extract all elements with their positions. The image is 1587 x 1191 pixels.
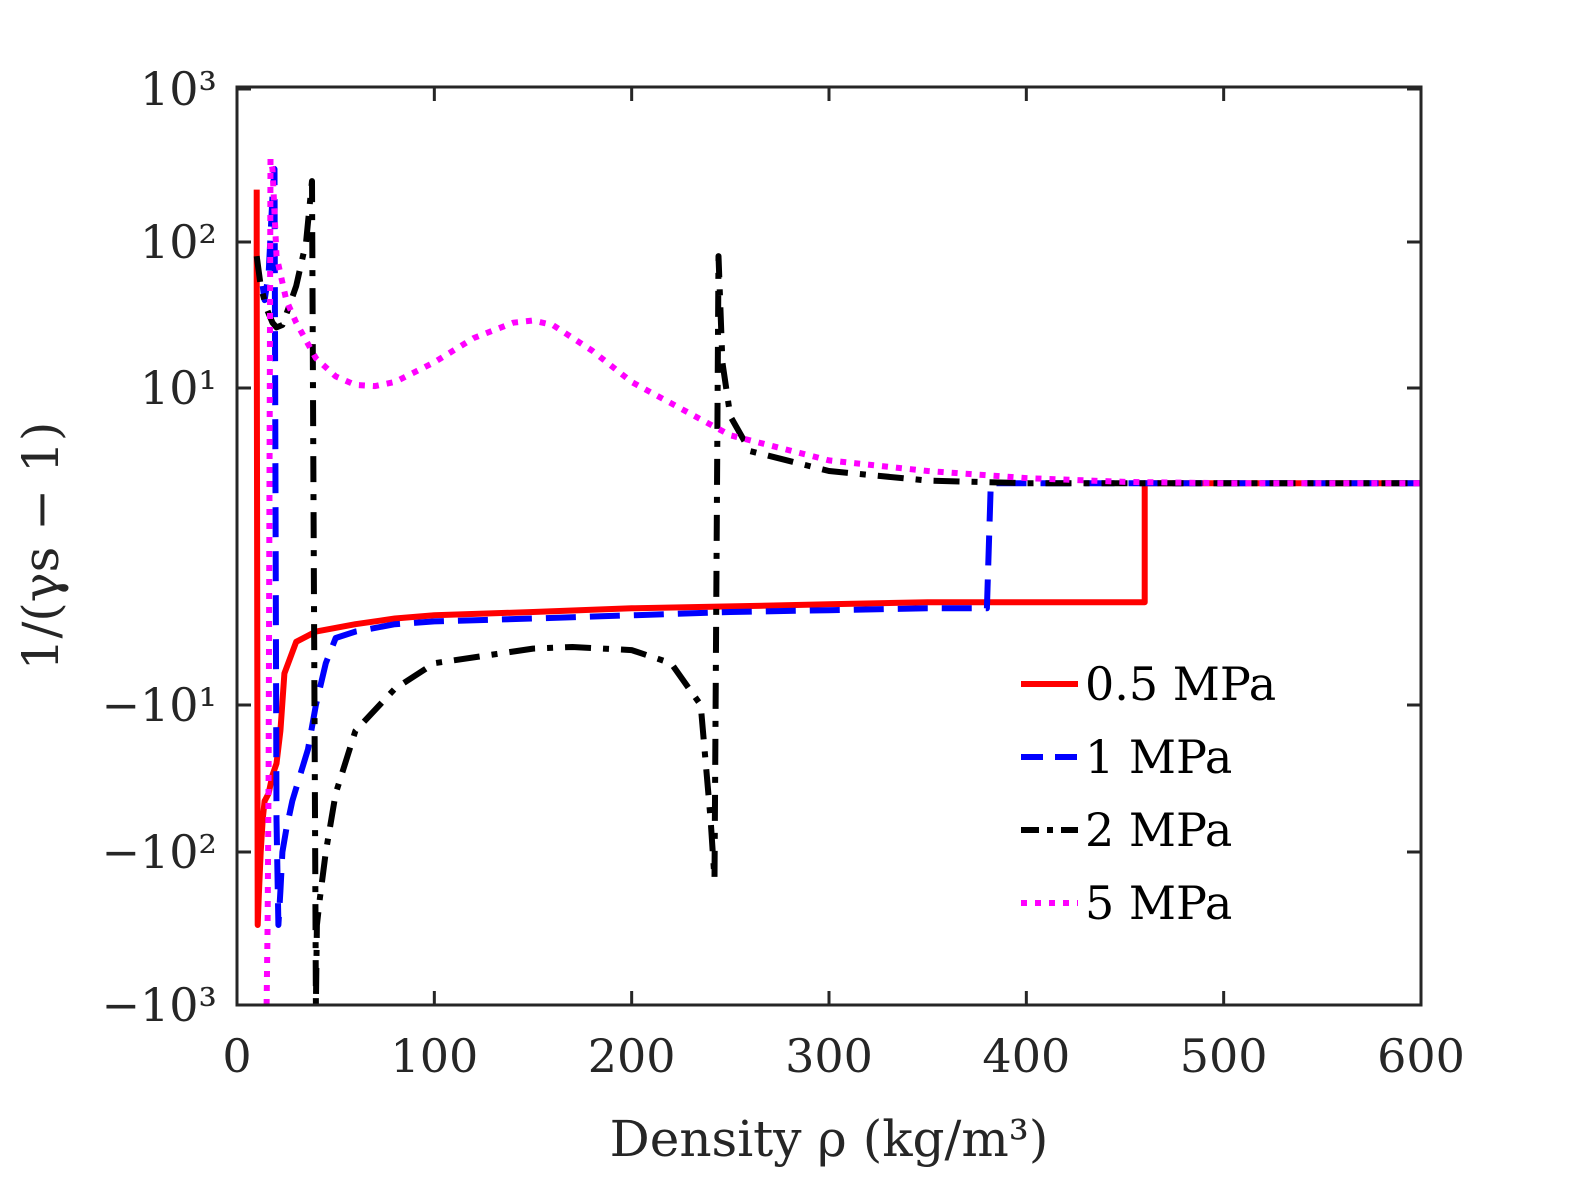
series-line-3	[253, 178, 1421, 1008]
series-line-1	[253, 189, 1421, 928]
x-tick-label: 500	[1180, 1029, 1268, 1083]
ticks-group	[235, 87, 1423, 1007]
legend-label-3: 2 MPa	[1085, 803, 1232, 857]
legend-label-1: 0.5 MPa	[1085, 657, 1276, 711]
series-line-4	[263, 155, 1421, 1006]
y-tick-label: 10³	[140, 62, 217, 116]
x-tick-label: 300	[785, 1029, 873, 1083]
y-tick-label: −10³	[101, 978, 217, 1032]
legend-label-2: 1 MPa	[1085, 730, 1232, 784]
series-group	[253, 155, 1421, 1008]
x-tick-label: 0	[222, 1029, 251, 1083]
plot-background	[237, 87, 1421, 1005]
x-tick-label: 600	[1377, 1029, 1465, 1083]
y-tick-label: −10²	[101, 825, 217, 879]
x-tick-labels: 0 100 200 300 400 500 600	[222, 1029, 1465, 1083]
y-tick-label: 10¹	[140, 361, 217, 415]
series-line-2	[259, 166, 1421, 928]
legend-label-4: 5 MPa	[1085, 876, 1232, 930]
y-axis-title: 1/(γs − 1)	[12, 422, 70, 671]
x-axis-title: Density ρ (kg/m³)	[610, 1110, 1049, 1168]
legend: 0.5 MPa 1 MPa 2 MPa 5 MPa	[1021, 657, 1276, 930]
x-tick-label: 100	[390, 1029, 478, 1083]
x-tick-label: 200	[588, 1029, 676, 1083]
y-tick-labels: 10³ 10² 10¹ −10¹ −10² −10³	[101, 62, 217, 1032]
y-tick-label: 10²	[140, 215, 217, 269]
x-tick-label: 400	[982, 1029, 1070, 1083]
y-tick-label: −10¹	[101, 678, 217, 732]
axes-box	[235, 85, 1423, 1007]
